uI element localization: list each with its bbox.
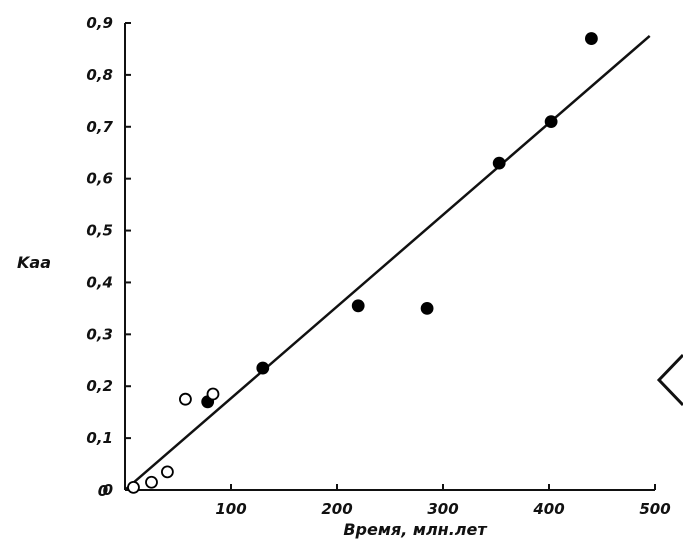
filled-data-point	[256, 361, 270, 375]
chevron-left-icon	[656, 353, 683, 407]
x-tick-label: 100	[215, 500, 246, 518]
y-tick-label: 0,4	[86, 273, 113, 291]
y-tick-label: 0,5	[86, 222, 113, 240]
trendline-group	[124, 35, 651, 491]
points-group	[127, 32, 598, 494]
x-tick-label: 400	[532, 500, 564, 518]
y-tick-label: 0,6	[86, 170, 113, 188]
filled-data-point	[420, 301, 434, 315]
x-axis-label: Время, млн.лет	[343, 520, 488, 539]
labels-group: Время, млн.лет Kaa	[17, 253, 488, 539]
y-tick-label: 0,7	[86, 118, 113, 136]
y-tick-label: 0,3	[86, 325, 113, 343]
y-tick-label: 0,9	[86, 14, 113, 32]
filled-data-point	[351, 299, 365, 313]
open-data-point	[206, 387, 220, 401]
open-data-point	[160, 465, 174, 479]
x-tick-label: 0	[98, 482, 108, 500]
trendline	[124, 35, 651, 491]
y-tick-label: 0,2	[86, 377, 113, 395]
open-data-point	[145, 475, 158, 489]
y-tick-label: 0,8	[86, 66, 113, 84]
x-tick-label: 500	[639, 500, 670, 518]
x-tick-label: 300	[427, 500, 458, 518]
x-tick-label: 200	[321, 500, 352, 518]
y-axis-label: Kaa	[17, 253, 51, 272]
y-tick-label: 0,1	[86, 429, 113, 447]
open-data-point	[127, 481, 140, 494]
y-tick-label: 0	[103, 481, 113, 499]
filled-data-point	[544, 115, 558, 128]
filled-data-point	[492, 156, 506, 170]
axes: 0 0,1 0,2 0,3 0,4 0,5 0,6 0,7 0,8 0,9 0 100 200 300 40…	[86, 14, 670, 518]
filled-data-point	[585, 32, 598, 45]
open-data-point	[179, 392, 192, 406]
